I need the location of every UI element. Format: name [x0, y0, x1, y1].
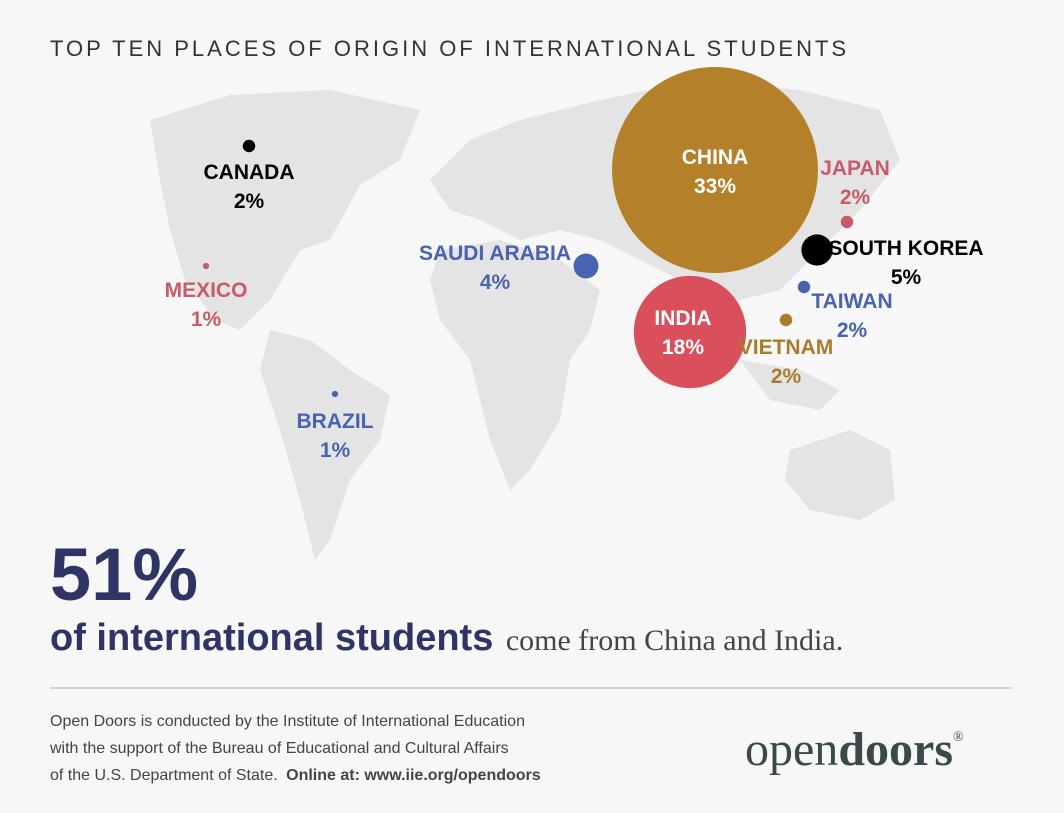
value-label: 33%: [694, 175, 736, 198]
headline-rest: come from China and India.: [506, 624, 843, 657]
country-label: VIETNAM: [739, 336, 834, 359]
value-label: 18%: [662, 336, 704, 359]
bubble: [573, 253, 599, 279]
footer-link[interactable]: Online at: www.iie.org/opendoors: [286, 767, 541, 784]
value-label: 1%: [191, 308, 222, 331]
logo: opendoors®: [745, 723, 964, 776]
country-label: SOUTH KOREA: [828, 237, 983, 260]
value-label: 5%: [891, 266, 922, 289]
footer-line: with the support of the Bureau of Educat…: [49, 740, 509, 757]
bubble: [331, 390, 339, 398]
bubble: [612, 67, 818, 273]
logo-light: open: [745, 723, 838, 776]
bubble: [202, 262, 210, 270]
value-label: 2%: [840, 186, 871, 209]
country-label: JAPAN: [820, 157, 890, 180]
footer-line: of the U.S. Department of State. Online …: [50, 767, 541, 784]
value-label: 1%: [320, 439, 351, 462]
chart-title: TOP TEN PLACES OF ORIGIN OF INTERNATIONA…: [50, 36, 849, 61]
bubbles: CHINA 33% INDIA 18% SOUTH KOREA 5% SAUDI ARABI…: [165, 67, 984, 462]
country-label: BRAZIL: [297, 410, 374, 433]
headline-figure: 51%: [50, 533, 198, 616]
country-label: INDIA: [654, 307, 711, 330]
footer-line: of the U.S. Department of State.: [50, 767, 278, 784]
logo-bold: doors: [838, 723, 953, 776]
value-label: 2%: [771, 365, 802, 388]
country-label: CANADA: [204, 161, 295, 184]
logo-mark: ®: [953, 730, 964, 745]
headline-text: of international students come from Chin…: [50, 617, 843, 659]
value-label: 2%: [837, 319, 868, 342]
bubble: [779, 313, 793, 327]
headline-bold: of international students: [50, 617, 493, 659]
bubble: [797, 280, 811, 294]
country-label: TAIWAN: [811, 290, 892, 313]
bubble: [633, 275, 747, 389]
country-label: MEXICO: [165, 279, 248, 302]
bubble: [840, 215, 854, 229]
value-label: 2%: [234, 190, 265, 213]
country-label: CHINA: [682, 146, 749, 169]
bubble: [242, 139, 256, 153]
footer-line: Open Doors is conducted by the Institute…: [50, 713, 525, 730]
value-label: 4%: [480, 271, 511, 294]
country-label: SAUDI ARABIA: [419, 242, 571, 265]
bubble: [801, 234, 833, 266]
